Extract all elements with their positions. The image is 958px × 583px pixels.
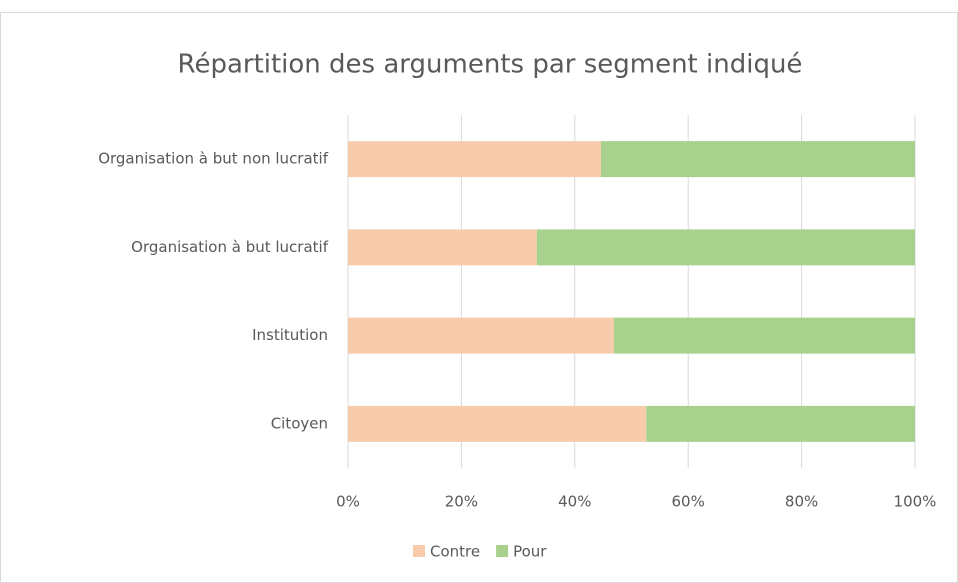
y-tick-label: Citoyen [271, 414, 328, 432]
x-tick-label: 60% [672, 493, 705, 511]
bar-segment [536, 229, 915, 266]
legend-label: Contre [430, 543, 480, 561]
bar-segment [348, 141, 601, 178]
x-tick-label: 0% [336, 493, 360, 511]
x-tick-label: 40% [558, 493, 591, 511]
chart-title: Répartition des arguments par segment in… [178, 50, 803, 80]
y-tick-label: Organisation à but non lucratif [98, 150, 329, 168]
x-tick-label: 20% [445, 493, 478, 511]
y-tick-label: Institution [252, 326, 328, 344]
legend-swatch [413, 545, 425, 557]
bar-segment [646, 405, 915, 442]
bar-segment [348, 229, 537, 266]
x-tick-label: 80% [785, 493, 818, 511]
bar-segment [600, 141, 915, 178]
chart-border [0, 12, 958, 583]
legend-swatch [496, 545, 509, 557]
x-tick-label: 100% [894, 493, 937, 511]
bar-segment [613, 317, 915, 354]
y-tick-label: Organisation à but lucratif [131, 238, 329, 256]
bar-segment [348, 317, 614, 354]
legend-label: Pour [513, 543, 547, 561]
bar-segment [348, 405, 647, 442]
